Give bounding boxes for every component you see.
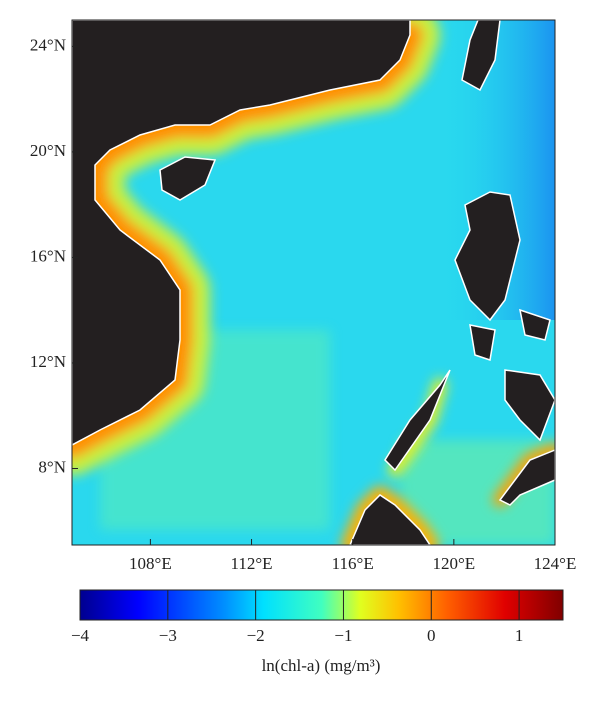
x-tick-label: 120°E: [433, 554, 476, 573]
x-tick-label: 116°E: [332, 554, 374, 573]
land-islands: [519, 308, 551, 341]
land-mindanao: [498, 449, 555, 506]
y-tick-label: 20°N: [30, 141, 66, 160]
colorbar-tick-label: −2: [247, 626, 265, 645]
land-taiwan: [461, 20, 501, 92]
colorbar-tick-label: 0: [427, 626, 436, 645]
colorbar-tick-label: 1: [515, 626, 524, 645]
colorbar: [79, 589, 564, 621]
land-china: [72, 20, 411, 446]
colorbar-tick-label: −4: [71, 626, 90, 645]
colorbar-tick-label: −1: [334, 626, 352, 645]
x-tick-label: 108°E: [129, 554, 172, 573]
y-tick-label: 12°N: [30, 352, 66, 371]
map-area: [72, 20, 555, 545]
land-mindoro: [469, 324, 496, 361]
land-palawan: [384, 369, 451, 472]
land-borneo: [349, 494, 431, 545]
x-tick-label: 112°E: [231, 554, 273, 573]
colorbar-tick-label: −3: [159, 626, 177, 645]
y-tick-label: 8°N: [38, 457, 66, 476]
x-tick-label: 124°E: [534, 554, 577, 573]
y-tick-label: 16°N: [30, 246, 66, 265]
land-visayas: [504, 369, 555, 442]
land-luzon: [454, 191, 521, 322]
y-tick-label: 24°N: [30, 35, 66, 54]
colorbar-label: ln(chl-a) (mg/m³): [262, 656, 381, 675]
map-frame: [71, 19, 556, 546]
land-hainan: [159, 156, 217, 201]
